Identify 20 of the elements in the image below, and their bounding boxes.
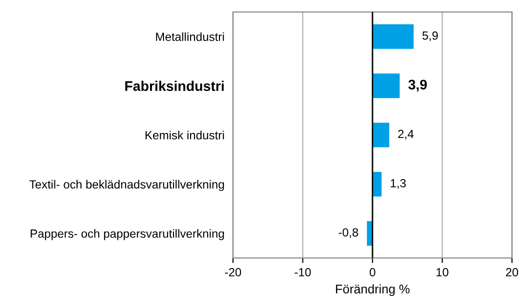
x-tick-label: 0 [370,268,376,276]
x-axis-title: Förändring % [336,284,410,296]
y-tick-label: Pappers- och pappersvarutillverkning [30,229,224,240]
x-tick-label: 20 [506,268,518,276]
data-label: 5,9 [422,31,438,42]
y-tick-label: Textil- och beklädnadsvarutillverkning [29,180,224,191]
x-tick-label: -10 [294,268,311,276]
x-tick-label: -20 [224,268,242,276]
data-label: 3,9 [408,80,427,92]
bar [372,122,390,148]
data-label: -0,8 [338,228,358,238]
bar [372,74,400,98]
y-tick-label: Metallindustri [156,32,224,41]
data-label: 1,3 [390,179,406,189]
bar [372,24,414,49]
y-tick-label: Kemisk industri [146,130,224,140]
x-tick-label: 10 [436,268,448,276]
bar [372,172,382,196]
y-tick-label: Fabriksindustri [125,80,224,91]
data-label: 2,4 [398,130,414,140]
